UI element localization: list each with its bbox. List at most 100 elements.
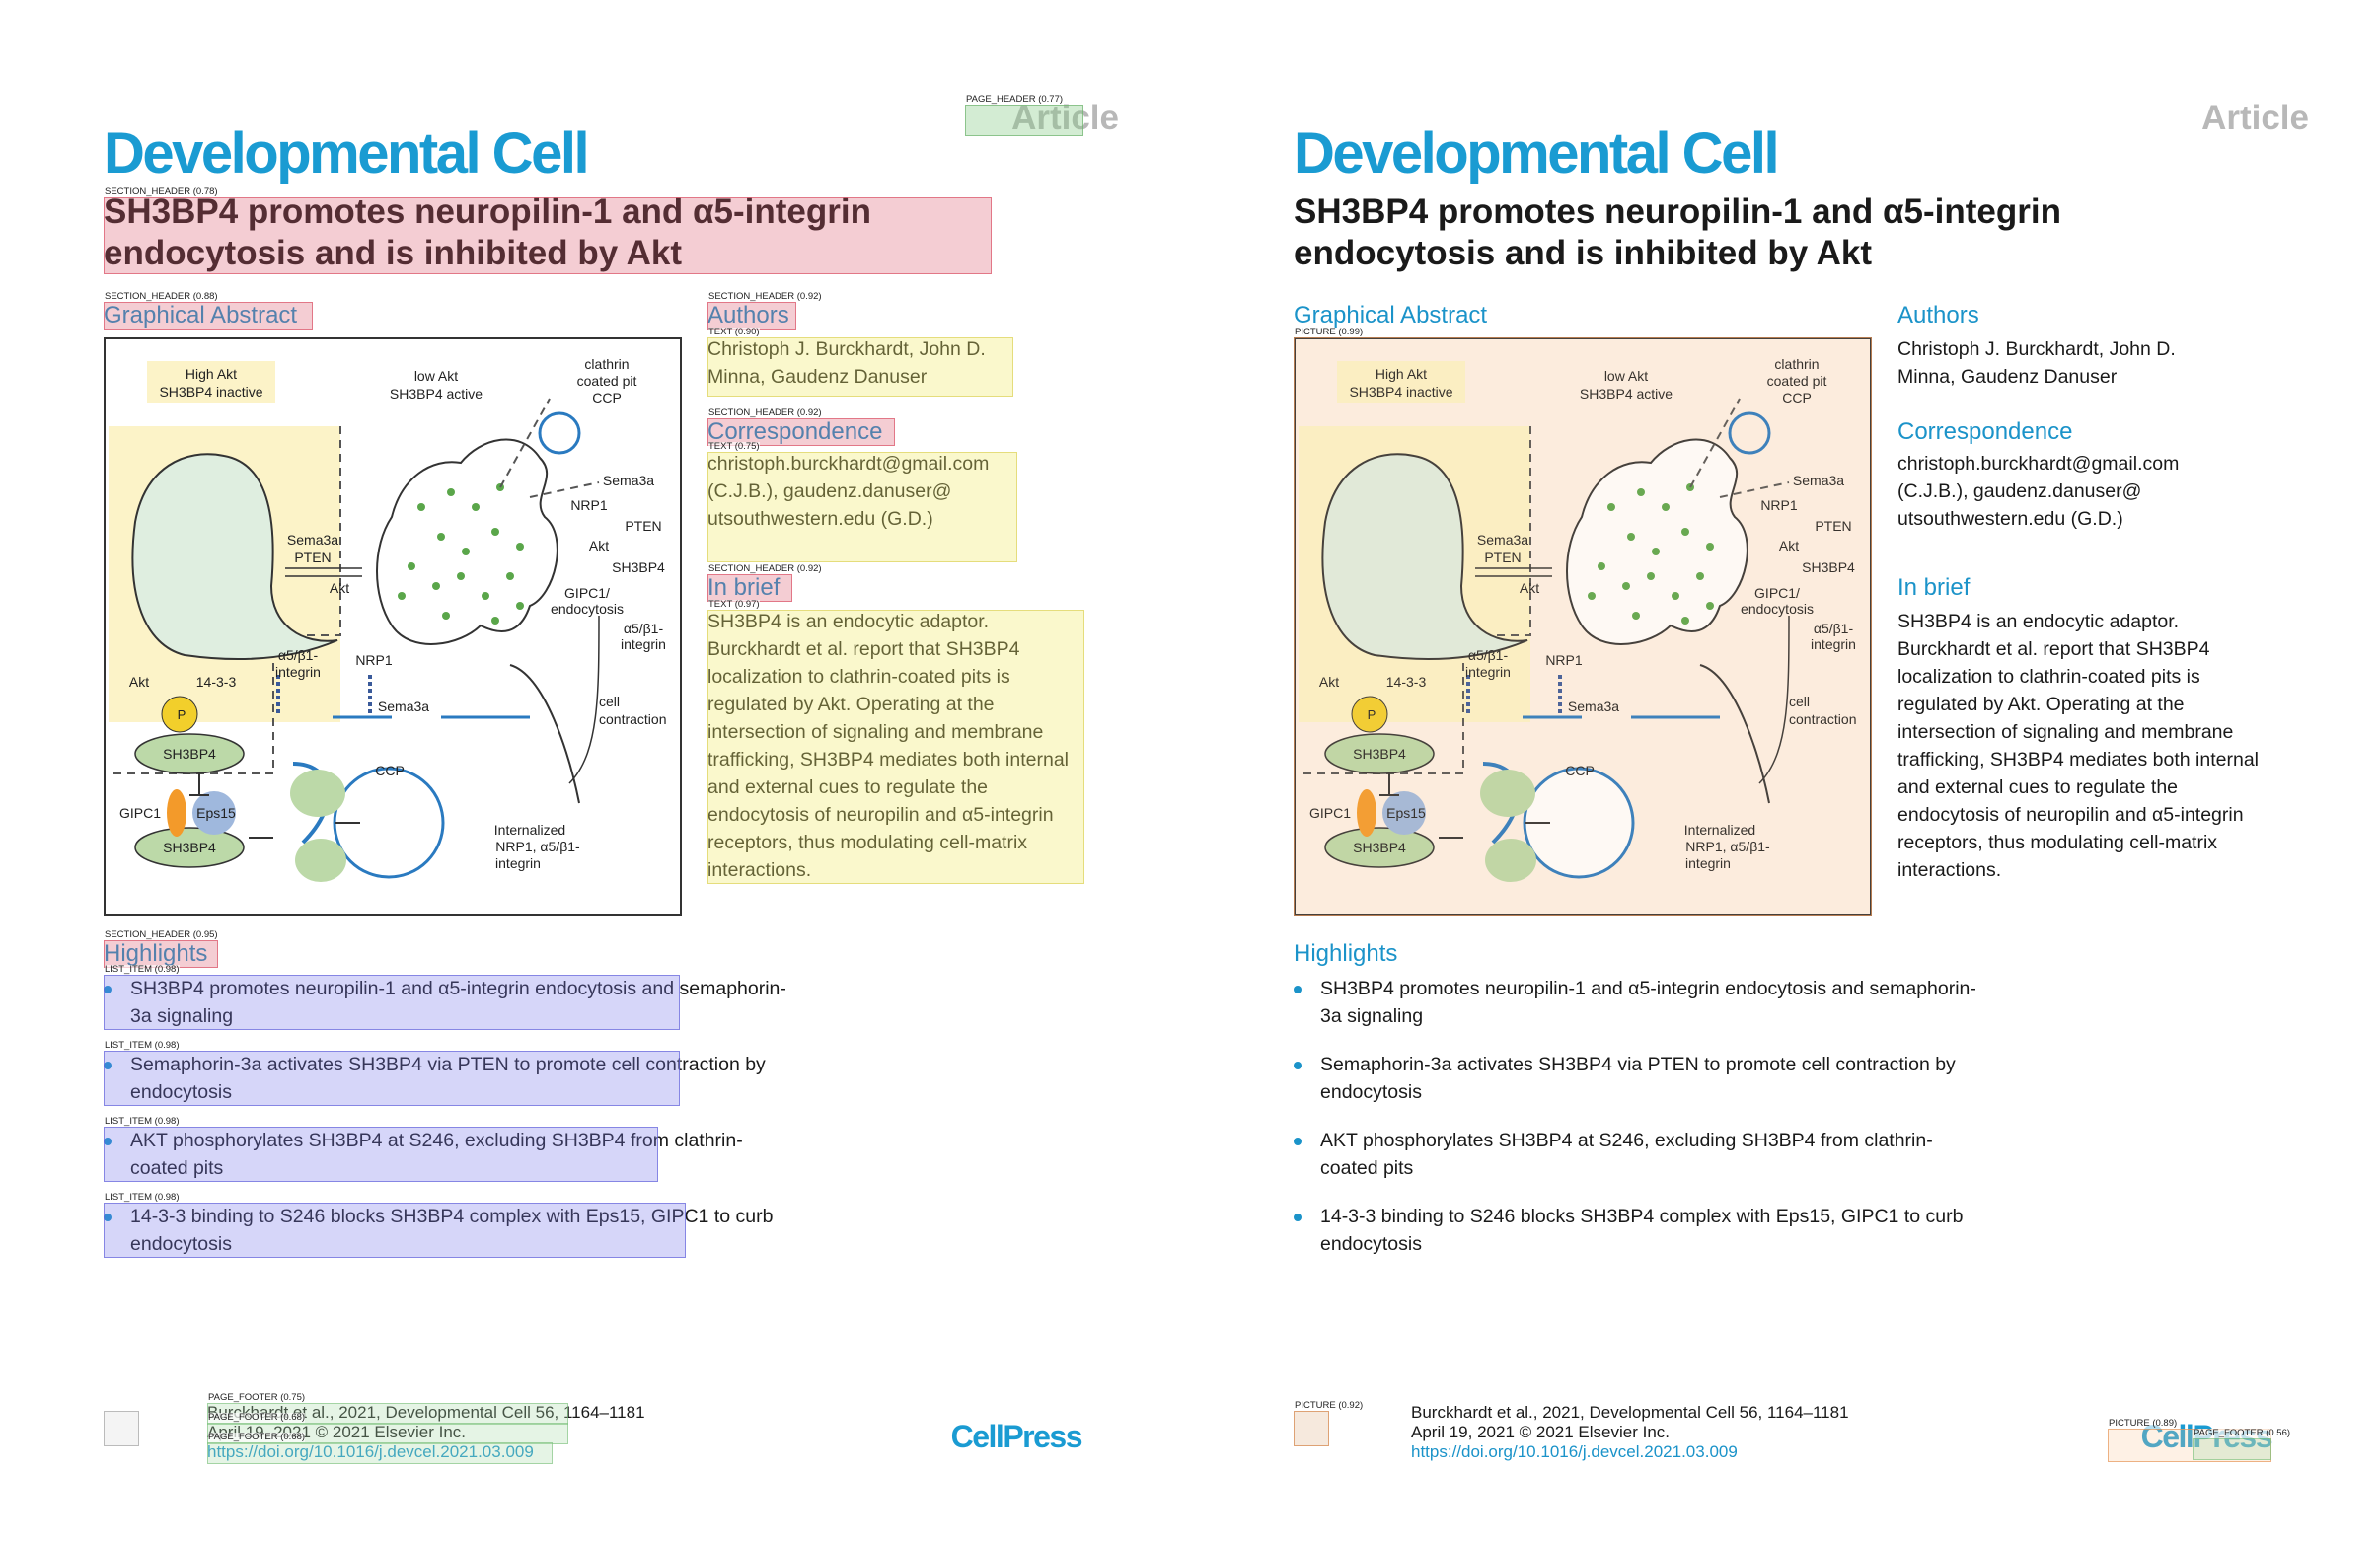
fig-label-sema3a-right: Sema3a [603, 473, 654, 488]
footer-doi-link[interactable]: https://doi.org/10.1016/j.devcel.2021.03… [207, 1442, 534, 1461]
check-for-updates-icon[interactable] [104, 1411, 139, 1446]
fig-label-cell: cell [599, 694, 620, 709]
fig-label-a5b1-1: α5/β1- [1814, 621, 1854, 636]
zoom-guide-lines [1689, 398, 1790, 498]
fig-label-pten-mid: PTEN [294, 550, 331, 565]
fig-label-sh3bp4-bottom: SH3BP4 [163, 840, 216, 855]
fig-label-high-akt: High Akt [186, 366, 237, 382]
overlay-authors-heading: SECTION_HEADER (0.92) [707, 292, 822, 330]
vesicle-dot [1706, 543, 1714, 551]
sh3bp4-blob-top [1324, 733, 1435, 774]
overlay-highlights-heading: SECTION_HEADER (0.95) [104, 930, 218, 968]
overlay-inbrief-heading: SECTION_HEADER (0.92) [707, 564, 822, 602]
cascade-arrow [1758, 615, 1790, 784]
ccp-pit-icon [1728, 411, 1771, 455]
bullet-icon [104, 1062, 112, 1069]
overlay-list-item: LIST_ITEM (0.98) [104, 1193, 686, 1258]
complex-blob-2 [295, 839, 346, 882]
sh3bp4-blob-top [134, 733, 245, 774]
authors-heading: Authors [1897, 302, 1979, 329]
bullet-icon [1294, 1138, 1302, 1145]
fig-label-a5b1-2: integrin [1811, 636, 1856, 652]
fig-label-akt-left: Akt [129, 674, 149, 690]
vesicle-dot [462, 548, 470, 555]
bullet-icon [1294, 1062, 1302, 1069]
highlight-item: AKT phosphorylates SH3BP4 at S246, exclu… [104, 1127, 794, 1182]
gipc1-blob [1357, 789, 1376, 837]
highlight-item: SH3BP4 promotes neuropilin-1 and α5-inte… [1294, 975, 1984, 1030]
journal-name: Developmental Cell [1294, 121, 1780, 185]
bullet-icon [104, 986, 112, 993]
correspondence-text: christoph.burckhardt@gmail.com (C.J.B.),… [707, 453, 990, 530]
complex-blob-2 [1485, 839, 1536, 882]
in-brief-heading: In brief [1897, 574, 1971, 601]
contraction-arrow [1699, 664, 1770, 804]
overlay-corr-heading: SECTION_HEADER (0.92) [707, 408, 895, 446]
high-akt-label-box [1337, 361, 1465, 403]
p1433-icon [161, 696, 198, 733]
fig-label-low-akt: low Akt [1604, 368, 1648, 384]
fig-label-gipc1: GIPC1 [119, 805, 161, 821]
vesicle-dot [506, 572, 514, 580]
vesicle-dot [1598, 562, 1605, 570]
fig-label-cell: cell [1789, 694, 1810, 709]
fig-label-a5b1-left-1: α5/β1- [278, 647, 319, 663]
vesicle-dot [408, 562, 415, 570]
vesicle-dot [432, 582, 440, 590]
complex-blob-1 [1480, 770, 1535, 817]
fig-label-a5b1-left-1: α5/β1- [1468, 647, 1509, 663]
fig-label-akt-mid: Akt [330, 580, 349, 596]
overlay-corr-text: TEXT (0.75) [707, 442, 1017, 562]
overlay-footer-logo: PAGE_FOOTER (0.56) [2193, 1429, 2291, 1460]
vesicle-dot [447, 488, 455, 496]
overlay-title: SECTION_HEADER (0.78) [104, 187, 992, 274]
fig-label-internalized-1: Internalized [1684, 822, 1755, 838]
fig-label-eps15: Eps15 [1386, 805, 1426, 821]
vesicle-dot [457, 572, 465, 580]
bullet-icon [1294, 986, 1302, 993]
overlay-list-item: LIST_ITEM (0.98) [104, 965, 680, 1030]
fig-label-clathrin: clathrin [584, 356, 629, 372]
vesicle-dot [417, 503, 425, 511]
fig-label-sema3a-right: Sema3a [1793, 473, 1844, 488]
fig-label-sh3bp4-inactive: SH3BP4 inactive [1349, 384, 1452, 400]
bullet-icon [1294, 1214, 1302, 1221]
active-cell-shape [376, 438, 558, 645]
in-brief-text: SH3BP4 is an endocytic adaptor. Burckhar… [707, 611, 1070, 881]
footer-doi-link[interactable]: https://doi.org/10.1016/j.devcel.2021.03… [1411, 1442, 1738, 1461]
left-page: Developmental Cell Article SH3BP4 promot… [104, 95, 1119, 1464]
fig-label-pten-mid: PTEN [1484, 550, 1521, 565]
vesicle-dot [491, 617, 499, 625]
vesicle-dot [1647, 572, 1655, 580]
fig-label-pten-right: PTEN [625, 518, 661, 534]
fig-label-ccp-top: CCP [1782, 390, 1812, 405]
fig-label-internalized-3: integrin [1685, 855, 1731, 871]
fig-label-gipc1-1: GIPC1/ [1754, 585, 1800, 601]
authors-text: Christoph J. Burckhardt, John D. Minna, … [1897, 338, 2176, 388]
graphical-abstract-heading: Graphical Abstract [1294, 302, 1488, 329]
cellpress-logo: CellPress [950, 1419, 1083, 1454]
vesicle-dot [472, 503, 480, 511]
vesicle-dot [482, 592, 489, 600]
fig-label-coated-pit: coated pit [1767, 373, 1827, 389]
correspondence-heading: Correspondence [1897, 418, 2073, 445]
fig-label-internalized-2: NRP1, α5/β1- [495, 839, 580, 854]
journal-name: Developmental Cell [104, 121, 590, 185]
footer-date: April 19, 2021 © 2021 Elsevier Inc. [1411, 1423, 1671, 1441]
fig-label-akt-mid: Akt [1520, 580, 1539, 596]
fig-label-internalized-1: Internalized [494, 822, 565, 838]
overlay-ga-heading: SECTION_HEADER (0.88) [104, 292, 313, 330]
fig-label-p: P [178, 707, 186, 722]
fig-label-low-akt: low Akt [414, 368, 458, 384]
exchange-arrows [285, 567, 362, 577]
authors-text: Christoph J. Burckhardt, John D. Minna, … [707, 338, 986, 388]
page-footer: Burckhardt et al., 2021, Developmental C… [207, 1403, 645, 1462]
vesicle-dot [1622, 582, 1630, 590]
correspondence-heading: Correspondence [707, 418, 883, 445]
vesicle-dot [1696, 572, 1704, 580]
ccp-pit-icon [538, 411, 581, 455]
fig-label-sema3a-bottom: Sema3a [1568, 699, 1619, 714]
vesicle-dot [516, 602, 524, 610]
fig-label-a5b1-left-2: integrin [275, 664, 321, 680]
vesicle-dot [1607, 503, 1615, 511]
